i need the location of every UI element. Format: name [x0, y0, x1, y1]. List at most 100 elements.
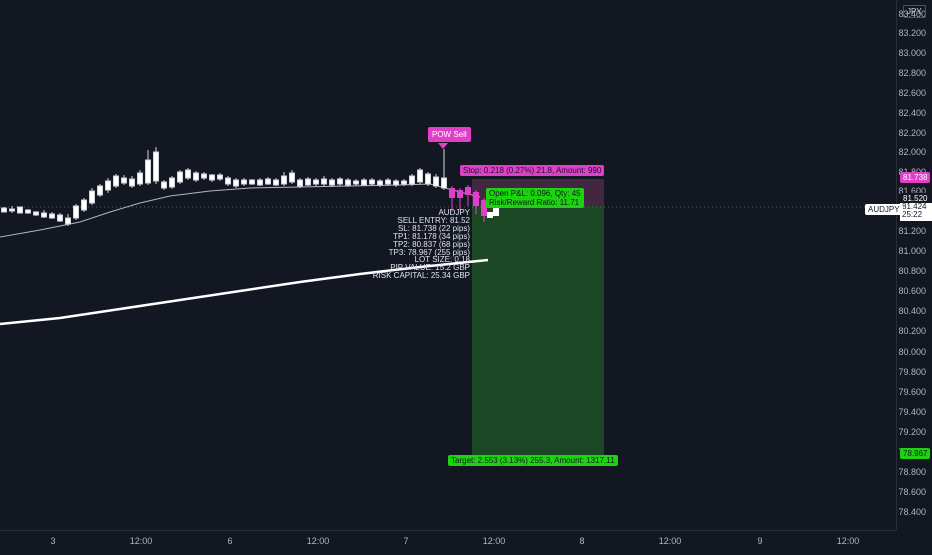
candle-body — [57, 214, 63, 222]
currency-button[interactable]: JPY — [903, 5, 926, 18]
trade-info-line: AUDJPY — [438, 208, 470, 217]
fast-moving-average — [0, 183, 481, 238]
candle-body — [297, 179, 303, 187]
price-axis[interactable] — [896, 0, 932, 530]
price-tick: 79.600 — [898, 387, 926, 397]
candle-body — [337, 178, 343, 185]
bar-countdown: 25:22 — [902, 210, 923, 219]
candle-body — [273, 179, 279, 186]
candle-body — [17, 206, 23, 214]
price-tick: 82.200 — [898, 128, 926, 138]
candle-body — [487, 212, 493, 218]
time-tick: 8 — [579, 536, 585, 546]
candles — [1, 147, 499, 226]
candle-body — [121, 177, 127, 184]
candle-body — [425, 173, 431, 185]
price-tick: 79.800 — [898, 367, 926, 377]
candle-body — [217, 174, 223, 180]
candle-body — [193, 172, 199, 181]
target-price-label: 78.967 — [900, 448, 931, 459]
time-tick: 12:00 — [836, 536, 860, 546]
trade-info-line: SELL ENTRY: 81.52 — [397, 215, 471, 225]
candle-body — [1, 207, 7, 213]
time-tick: 12:00 — [129, 536, 153, 546]
candle-body — [377, 180, 383, 186]
candle-body — [345, 179, 351, 186]
candle-body — [225, 177, 231, 185]
candle-body — [201, 173, 207, 179]
trade-info-line: LOT SIZE: 0.18 — [414, 255, 470, 265]
price-tick: 79.200 — [898, 427, 926, 437]
candle-body — [289, 172, 295, 183]
time-axis[interactable] — [0, 530, 896, 551]
slow-moving-average — [0, 258, 489, 326]
candle-body — [353, 180, 359, 185]
price-tick: 82.400 — [898, 108, 926, 118]
price-tick: 81.000 — [898, 246, 926, 256]
risk-reward-ratio: Risk/Reward Ratio: 11.71 — [489, 198, 580, 207]
candle-body — [209, 174, 215, 181]
trade-info-line: TP1: 81.178 (34 pips) — [393, 231, 470, 241]
price-tick: 82.000 — [898, 147, 926, 157]
candle-body — [329, 179, 335, 186]
price-tick: 78.400 — [898, 507, 926, 517]
signal-label: POW Sell — [428, 127, 471, 142]
candle-body — [137, 172, 143, 185]
candle-body — [169, 177, 175, 188]
price-tick: 80.200 — [898, 326, 926, 336]
sell-candle-body — [449, 188, 455, 198]
sell-candle-body — [465, 187, 471, 195]
trade-info-line: TP3: 78.967 (255 pips) — [388, 247, 470, 257]
candle-body — [265, 178, 271, 185]
time-tick: 12:00 — [658, 536, 682, 546]
candle-body — [441, 177, 447, 189]
candle-body — [281, 175, 287, 185]
candle-body — [9, 208, 15, 212]
candle-body — [393, 180, 399, 186]
candle-body — [493, 208, 499, 216]
last-price-label: 81.424 25:22 — [900, 203, 932, 221]
candle-body — [369, 179, 375, 185]
candle-body — [409, 175, 415, 185]
price-tick: 81.600 — [898, 186, 926, 196]
time-tick: 7 — [403, 536, 409, 546]
price-tick: 80.400 — [898, 306, 926, 316]
candle-body — [177, 171, 183, 183]
candle-body — [385, 179, 391, 185]
stop-price-label: 81.738 — [900, 172, 931, 183]
candle-body — [41, 212, 47, 218]
candle-body — [73, 205, 79, 219]
candle-body — [81, 199, 87, 211]
price-tick: 79.400 — [898, 407, 926, 417]
stop-box: Stop: 0.218 (0.27%) 21.8, Amount: 990 — [460, 165, 605, 176]
signal-arrow-icon — [438, 143, 448, 149]
price-tick: 80.600 — [898, 286, 926, 296]
sell-candle-body — [473, 192, 479, 206]
time-tick: 12:00 — [482, 536, 506, 546]
trade-info-line: SL: 81.738 (22 pips) — [397, 223, 470, 233]
candle-body — [185, 169, 191, 179]
candle-body — [401, 180, 407, 185]
symbol-tag: AUDJPY — [865, 204, 903, 215]
candle-body — [321, 178, 327, 185]
trade-info-line: PIP VALUE: 15.2 GBP — [390, 263, 470, 273]
candle-body — [49, 213, 55, 219]
candle-body — [25, 209, 31, 214]
trade-info-line: TP2: 80.837 (68 pips) — [393, 239, 470, 249]
candle-body — [89, 190, 95, 204]
candle-body — [129, 178, 135, 187]
price-tick: 82.600 — [898, 88, 926, 98]
candle-body — [113, 175, 119, 187]
sell-candle-body — [481, 200, 487, 216]
time-tick: 6 — [227, 536, 233, 546]
time-tick: 12:00 — [306, 536, 330, 546]
price-tick: 78.600 — [898, 487, 926, 497]
price-tick: 83.000 — [898, 48, 926, 58]
price-tick: 82.800 — [898, 68, 926, 78]
candle-body — [105, 180, 111, 191]
candle-body — [257, 179, 263, 186]
entry-price-label: 81.520 — [900, 193, 931, 204]
sell-candle-body — [457, 190, 463, 198]
